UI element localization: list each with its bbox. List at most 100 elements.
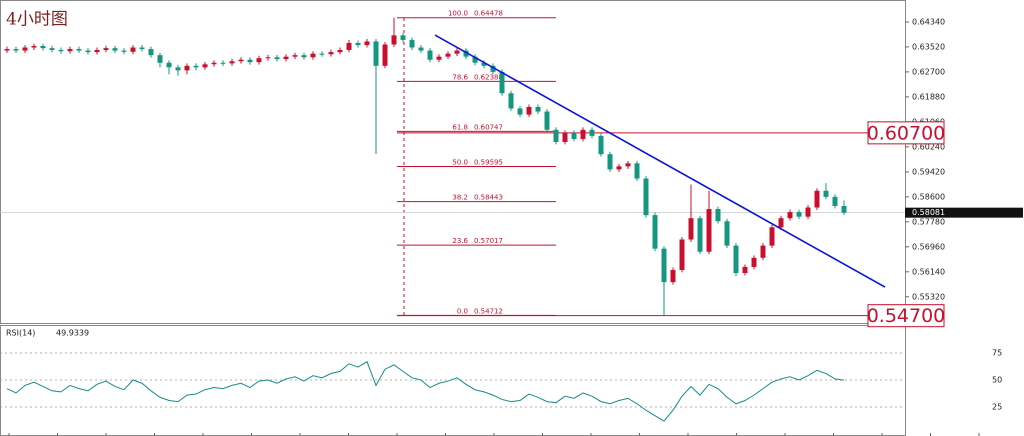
y-tick-label: 0.59420 (912, 167, 945, 176)
fib-price: 0.54712 (474, 307, 503, 315)
candle-body (85, 50, 91, 53)
candle-body (229, 61, 235, 64)
candle-body (679, 239, 685, 270)
candle-body (121, 50, 127, 52)
rsi-line (6, 360, 845, 422)
candle-body (319, 53, 325, 55)
candle-body (553, 129, 559, 142)
level-label: 0.60700 (867, 122, 946, 144)
candle-body (535, 106, 541, 112)
candle-body (130, 47, 136, 52)
candle-body (67, 49, 73, 52)
candle-body (571, 132, 577, 139)
candle-body (76, 49, 82, 51)
y-tick-label: 0.64340 (912, 17, 945, 26)
candle-body (238, 59, 244, 62)
candle-body (814, 190, 820, 208)
candle-body (373, 41, 379, 66)
candle-body (148, 49, 154, 56)
candle-body (751, 257, 757, 267)
candle-body (634, 163, 640, 179)
candle-body (733, 245, 739, 274)
candle-body (418, 47, 424, 51)
candle-body (400, 35, 406, 40)
y-tick-label: 0.56140 (912, 267, 945, 276)
candle-body (40, 46, 46, 49)
candle-body (157, 55, 163, 63)
candle-body (508, 93, 514, 109)
candle-body (103, 48, 109, 50)
fib-level: 61.8 (452, 123, 468, 131)
candle-body (661, 248, 667, 283)
candle-body (292, 55, 298, 57)
y-tick-label: 0.58600 (912, 192, 945, 201)
candle-body (625, 163, 631, 167)
candle-body (427, 50, 433, 60)
y-tick-label: 0.60240 (912, 142, 945, 151)
candle-body (715, 209, 721, 222)
candle-body (346, 42, 352, 50)
candle-body (202, 64, 208, 68)
candle-body (706, 209, 712, 252)
candle-body (517, 108, 523, 115)
y-tick-label: 0.61880 (912, 92, 945, 101)
candle-body (4, 49, 10, 51)
fib-price: 0.57017 (474, 237, 503, 245)
candle-body (652, 215, 658, 249)
candle-body (94, 49, 100, 53)
candle-body (175, 67, 181, 71)
candle-body (22, 47, 28, 51)
candle-body (724, 221, 730, 246)
rsi-tick-label: 50 (992, 376, 1002, 385)
level-label: 0.54700 (867, 305, 946, 327)
y-tick-label: 0.56960 (912, 242, 945, 251)
rsi-frame (0, 325, 906, 436)
candle-body (670, 269, 676, 283)
candle-body (454, 50, 460, 54)
candle-body (256, 58, 262, 63)
candle-body (112, 48, 118, 51)
candle-body (616, 166, 622, 170)
rsi-value: 49.9339 (56, 329, 89, 338)
candle-body (805, 207, 811, 217)
y-tick-label: 0.57780 (912, 217, 945, 226)
candle-body (220, 62, 226, 64)
level-box (867, 121, 945, 145)
candle-body (328, 52, 334, 55)
fib-level: 0.0 (457, 307, 468, 315)
candle-body (184, 65, 190, 71)
candle-body (607, 154, 613, 170)
candle-body (490, 65, 496, 72)
fib-level: 23.6 (452, 237, 468, 245)
candle-body (445, 53, 451, 57)
candle-body (544, 111, 550, 130)
candle-body (193, 65, 199, 68)
candle-body (499, 71, 505, 94)
trendline (434, 34, 886, 288)
candle-body (166, 62, 172, 68)
candle-body (697, 218, 703, 252)
candle-body (643, 178, 649, 216)
rsi-tick-label: 75 (992, 349, 1002, 358)
fib-price: 0.64478 (474, 10, 503, 18)
candle-body (796, 212, 802, 217)
candle-body (409, 39, 415, 48)
candle-body (580, 129, 586, 139)
candle-body (436, 56, 442, 60)
candle-body (841, 205, 847, 213)
fib-price: 0.60747 (474, 123, 503, 131)
candle-body (760, 245, 766, 258)
chart-title: 4小时图 (6, 10, 68, 30)
fib-price: 0.58443 (474, 194, 503, 202)
fib-level: 50.0 (452, 159, 468, 167)
fib-price: 0.62388 (474, 73, 503, 81)
candle-body (823, 190, 829, 197)
candle-body (481, 62, 487, 66)
candle-body (139, 47, 145, 50)
candle-body (526, 106, 532, 115)
main-frame (0, 0, 906, 324)
y-tick-label: 0.62700 (912, 67, 945, 76)
candle-body (31, 46, 37, 48)
candle-body (598, 135, 604, 155)
